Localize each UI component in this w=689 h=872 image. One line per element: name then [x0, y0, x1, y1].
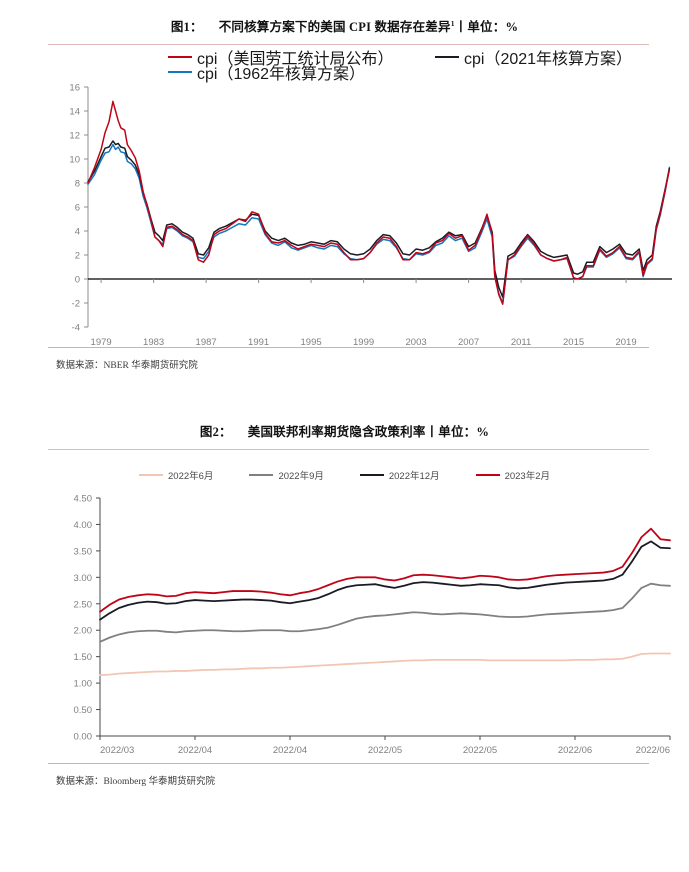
- figure-1-block: 图1： 不同核算方案下的美国 CPI 数据存在差异1丨单位：% cpi（美国劳工统…: [0, 0, 689, 371]
- figure-1-chart: -4 -2 0 2 4 6 8 10 12 14 16 1979 1983 1987 1991 1995 199…: [0, 79, 689, 347]
- svg-text:2019: 2019: [615, 337, 636, 347]
- svg-text:0.00: 0.00: [74, 732, 93, 743]
- svg-text:1.00: 1.00: [74, 679, 93, 690]
- figure-2-legend: 2022年6月 2022年9月 2022年12月 2023年2月: [0, 450, 689, 488]
- legend-item-jun-2022: 2022年6月: [139, 468, 213, 482]
- svg-text:1987: 1987: [196, 337, 217, 347]
- svg-text:1999: 1999: [353, 337, 374, 347]
- svg-text:2022/05: 2022/05: [463, 745, 497, 756]
- svg-text:4.50: 4.50: [74, 494, 93, 505]
- figure-1-title-unit: 丨单位：%: [454, 20, 519, 34]
- svg-text:2: 2: [75, 251, 80, 262]
- legend-item-cpi-bls: cpi（美国劳工统计局公布）: [168, 45, 393, 69]
- legend-label-cpi-2021: cpi（2021年核算方案）: [464, 51, 633, 68]
- svg-text:0: 0: [75, 275, 80, 286]
- legend-swatch-feb-2023: [475, 473, 500, 477]
- svg-text:4.00: 4.00: [74, 520, 93, 531]
- svg-text:14: 14: [69, 107, 80, 118]
- figure-2-source-divider: [48, 763, 649, 764]
- figure-1-source-divider: [48, 347, 649, 348]
- svg-text:2022/05: 2022/05: [368, 745, 402, 756]
- figure-2-block: 图2： 美国联邦利率期货隐含政策利率丨单位：% 2022年6月 2022年9月 2…: [0, 405, 689, 787]
- svg-text:2011: 2011: [511, 337, 531, 347]
- svg-text:3.00: 3.00: [74, 573, 93, 584]
- figure-2-title-unit: 丨单位：%: [425, 425, 490, 439]
- legend-label-jun-2022: 2022年6月: [168, 471, 214, 482]
- figure-2-title-text: 美国联邦利率期货隐含政策利率: [247, 425, 426, 439]
- svg-text:2022/06: 2022/06: [636, 745, 670, 756]
- svg-text:2022/03: 2022/03: [100, 745, 134, 756]
- svg-text:-2: -2: [72, 299, 80, 310]
- figure-2-title: 图2： 美国联邦利率期货隐含政策利率丨单位：%: [0, 405, 689, 449]
- legend-item-cpi-1962: cpi（1962年核算方案）: [168, 60, 365, 84]
- figure-2-source: 数据来源：Bloomberg 华泰期货研究院: [56, 777, 215, 787]
- legend-item-dec-2022: 2022年12月: [359, 468, 440, 482]
- svg-text:3.50: 3.50: [74, 546, 93, 557]
- legend-swatch-dec-2022: [359, 473, 384, 477]
- svg-text:6: 6: [75, 203, 80, 214]
- legend-item-sep-2022: 2022年9月: [249, 468, 324, 482]
- legend-swatch-cpi-bls: [168, 55, 192, 59]
- legend-label-sep-2022: 2022年9月: [278, 471, 324, 482]
- legend-item-cpi-2021: cpi（2021年核算方案）: [435, 45, 632, 69]
- legend-swatch-sep-2022: [249, 473, 274, 477]
- legend-label-cpi-1962: cpi（1962年核算方案）: [197, 66, 366, 83]
- svg-text:2007: 2007: [458, 337, 479, 347]
- figure-1-source: 数据来源：NBER 华泰期货研究院: [56, 361, 198, 371]
- legend-label-dec-2022: 2022年12月: [388, 471, 440, 482]
- svg-text:4: 4: [75, 227, 80, 238]
- svg-text:1.50: 1.50: [74, 652, 93, 663]
- svg-text:1995: 1995: [301, 337, 322, 347]
- legend-swatch-cpi-2021: [435, 55, 459, 59]
- svg-text:2022/04: 2022/04: [273, 745, 307, 756]
- figure-2-title-divider: [48, 449, 649, 450]
- figure-1-title-label: 图1：: [170, 20, 203, 34]
- svg-text:16: 16: [69, 83, 80, 94]
- svg-text:2022/06: 2022/06: [558, 745, 592, 756]
- figure-2-svg: 0.00 0.50 1.00 1.50 2.00 2.50 3.00 3.50 4.00 4.50…: [74, 494, 671, 756]
- svg-text:2022/04: 2022/04: [178, 745, 212, 756]
- svg-text:1991: 1991: [248, 337, 269, 347]
- figure-1-title-superscript: 1: [450, 18, 455, 28]
- figure-1-legend: cpi（美国劳工统计局公布） cpi（2021年核算方案） cpi（1962年核…: [0, 45, 689, 83]
- figure-1-title: 图1： 不同核算方案下的美国 CPI 数据存在差异1丨单位：%: [0, 0, 689, 44]
- svg-text:12: 12: [69, 131, 80, 142]
- svg-text:1983: 1983: [143, 337, 164, 347]
- figure-1-title-divider: [48, 44, 649, 45]
- legend-swatch-cpi-1962: [168, 70, 192, 74]
- svg-text:2003: 2003: [406, 337, 427, 347]
- figure-2-title-label: 图2：: [199, 425, 232, 439]
- svg-text:10: 10: [69, 155, 80, 166]
- legend-label-cpi-bls: cpi（美国劳工统计局公布）: [197, 51, 394, 68]
- figure-1-title-text: 不同核算方案下的美国 CPI 数据存在差异: [218, 20, 451, 34]
- legend-label-feb-2023: 2023年2月: [504, 471, 550, 482]
- figure-1-svg: -4 -2 0 2 4 6 8 10 12 14 16 1979 1983 1987 1991 1995 199…: [69, 83, 672, 347]
- svg-text:1979: 1979: [91, 337, 112, 347]
- svg-text:2.00: 2.00: [74, 626, 93, 637]
- svg-text:0.50: 0.50: [74, 705, 93, 716]
- legend-swatch-jun-2022: [139, 473, 164, 477]
- figure-2-chart: 0.00 0.50 1.00 1.50 2.00 2.50 3.00 3.50 4.00 4.50…: [0, 488, 689, 763]
- svg-text:-4: -4: [72, 323, 80, 334]
- legend-item-feb-2023: 2023年2月: [475, 468, 550, 482]
- svg-text:2.50: 2.50: [74, 599, 93, 610]
- svg-text:8: 8: [75, 179, 80, 190]
- svg-text:2015: 2015: [563, 337, 584, 347]
